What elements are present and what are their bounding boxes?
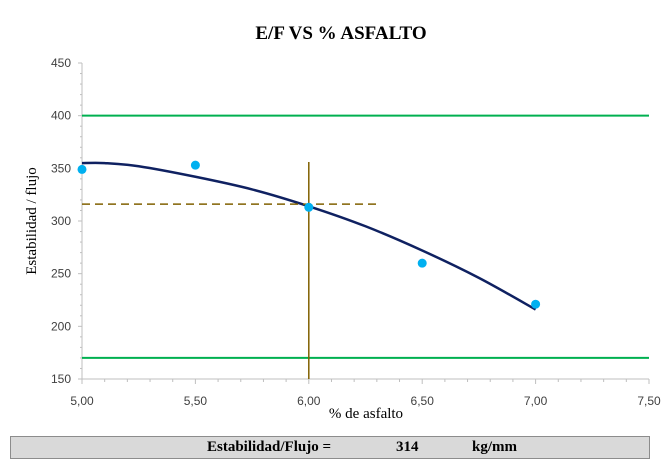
y-tick-label: 350: [51, 161, 71, 175]
x-tick-label: 7,00: [524, 394, 548, 408]
result-bar: Estabilidad/Flujo = 314 kg/mm: [10, 436, 650, 459]
x-tick-label: 6,50: [411, 394, 435, 408]
data-point: [304, 202, 314, 212]
x-tick-label: 5,50: [184, 394, 208, 408]
y-tick-label: 400: [51, 109, 71, 123]
y-tick-label: 450: [51, 56, 71, 70]
y-axis-label: Estabilidad / flujo: [24, 167, 40, 274]
chart-title: E/F VS % ASFALTO: [255, 23, 426, 44]
data-point: [77, 164, 87, 174]
chart-svg: E/F VS % ASFALTO 150 200 250 300 350 400 450 5,…: [24, 23, 661, 422]
x-tick-label: 6,00: [297, 394, 321, 408]
x-tick-label: 5,00: [70, 394, 94, 408]
y-tick-label: 250: [51, 267, 71, 281]
y-tick-label: 150: [51, 372, 71, 386]
data-point: [190, 160, 200, 170]
x-axis-label: % de asfalto: [329, 406, 403, 422]
trend-curve: [81, 161, 537, 311]
y-tick-label: 300: [51, 214, 71, 228]
x-tick-label: 7,50: [637, 394, 661, 408]
result-label: Estabilidad/Flujo =: [207, 439, 331, 455]
result-value: 314: [396, 439, 419, 455]
y-tick-label: 200: [51, 319, 71, 333]
data-point: [417, 258, 427, 268]
result-unit: kg/mm: [472, 439, 517, 455]
data-point: [531, 299, 541, 309]
